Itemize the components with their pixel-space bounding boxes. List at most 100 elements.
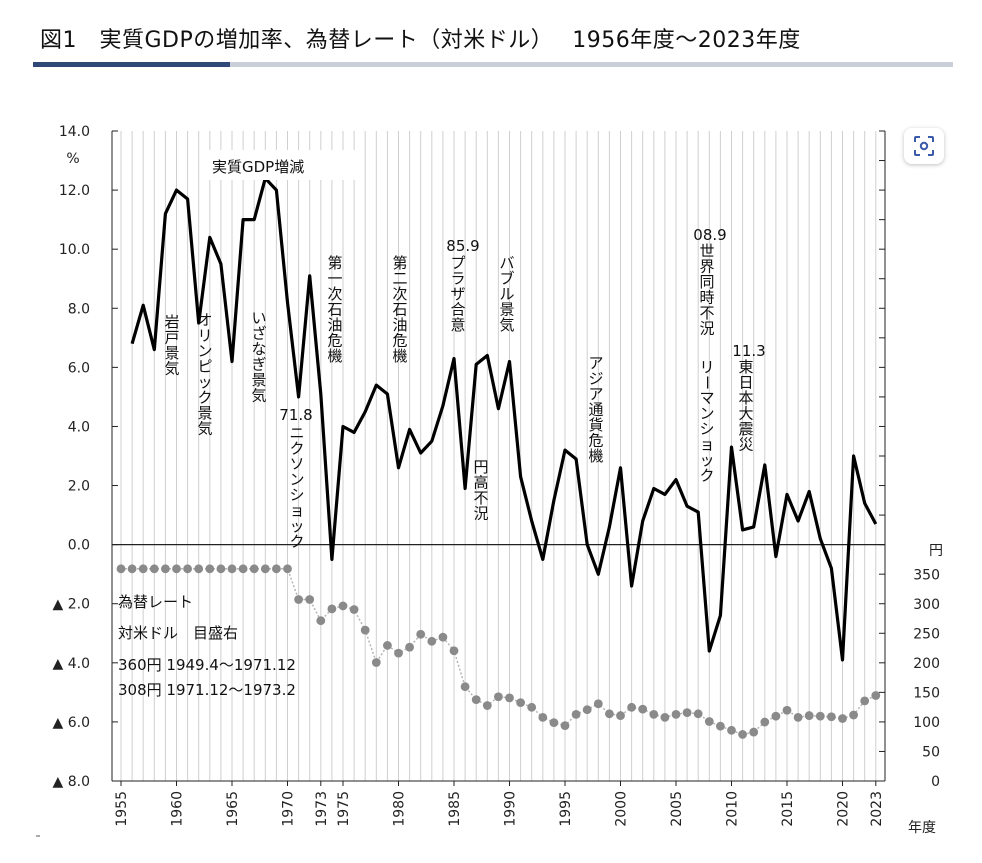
annotation-quake-date: 11.3 [732,342,765,360]
right-tick-label: 250 [913,627,940,643]
exchange-rate-308-note: 308円 1971.12～1973.2 [118,681,296,699]
exchange-rate-point [338,601,348,611]
page-title: 図1 実質GDPの増加率、為替レート（対米ドル） 1956年度～2023年度 [40,28,801,53]
x-tick-label: 2005 [669,791,685,827]
left-tick-label: 10.0 [59,242,90,258]
annotation-char: 東 [738,358,753,376]
exchange-rate-point [360,625,370,635]
annotation-char: 界 [699,258,714,276]
exchange-rate-point [693,709,703,719]
exchange-rate-point [760,717,770,727]
annotation-char: 石 [327,301,342,319]
annotation-char: ル [499,285,514,303]
annotation-char: 危 [327,332,342,350]
exchange-rate-point [860,696,870,706]
exchange-rate-point [538,712,548,722]
annotation-char: 本 [738,389,753,407]
left-tick-label: 0.0 [68,538,90,554]
annotation-char: 気 [251,387,266,405]
exchange-rate-label: 為替レート [118,593,193,611]
annotation-char: 況 [473,505,488,523]
annotation-char: 日 [738,374,753,392]
annotation-char: 不 [473,489,488,507]
left-tick-label: ▲ 8.0 [53,774,90,790]
annotation-char: 危 [588,432,603,450]
exchange-rate-point [327,604,337,614]
exchange-rate-point [127,564,137,574]
annotation-char: 災 [738,436,753,454]
right-tick-label: 200 [913,656,940,672]
annotation-char: ク [699,467,714,485]
exchange-rate-point [216,564,226,574]
annotation-plaza-date: 85.9 [446,237,479,255]
exchange-rate-point [416,629,426,639]
exchange-rate-point [849,710,858,720]
x-tick-label: 1965 [225,791,241,827]
exchange-rate-point [260,564,270,574]
exchange-rate-point [516,698,525,708]
exchange-rate-point [471,695,481,705]
x-tick-label: 1960 [170,791,186,827]
exchange-rate-point [593,699,603,709]
annotation-nixon-date: 71.8 [279,406,312,424]
annotation-char: ク [197,389,212,407]
annotation-char: 石 [392,301,407,319]
annotation-char: ニ [289,424,304,442]
exchange-rate-point [549,718,559,728]
annotation-char: 機 [392,347,407,365]
exchange-rate-point [638,704,648,714]
annotation-char: ョ [699,436,714,454]
grid-layer [120,131,877,781]
exchange-rate-point [305,595,315,604]
exchange-rate-point [238,564,248,574]
annotation-char: ジ [588,370,603,388]
exchange-rate-point [172,564,181,574]
annotation-char: 意 [450,316,465,334]
annotation-char: 岩 [164,313,179,331]
annotation-char: 大 [738,405,753,423]
annotation-char: ぎ [251,356,266,374]
annotation-char: 第 [392,254,407,272]
annotation-char: 不 [699,304,714,322]
exchange-rate-point [149,564,159,574]
exchange-rate-point [283,564,292,574]
visual-search-button[interactable] [904,128,944,164]
annotation-char: 景 [164,344,179,362]
exchange-rate-point [427,636,437,646]
exchange-rate-point [205,564,215,574]
annotation-char: 震 [738,420,753,438]
title-rule-light [230,62,953,67]
annotation-lehman-date: 08.9 [693,226,726,244]
annotation-char: 戸 [164,329,179,347]
x-tick-label: 2010 [725,791,741,827]
gdp-growth-line [130,176,878,662]
annotation-char: ッ [197,373,212,391]
exchange-rate-point [560,721,570,730]
exchange-rate-point [482,701,492,710]
exchange-rate-note: 対米ドル 目盛右 [118,624,238,642]
annotation-char: ざ [251,325,266,343]
annotation-char: 円 [473,458,488,476]
annotation-char: ブ [499,270,514,288]
exchange-rate-point [272,564,281,574]
exchange-rate-point [838,714,847,723]
exchange-rate-point [294,595,303,604]
x-tick-label: 1995 [558,791,574,827]
right-tick-label: 50 [922,745,940,761]
annotation-char: 次 [327,285,342,303]
exchange-rate-point [605,709,614,719]
annotation-char: 機 [588,447,603,465]
annotation-char: シ [699,420,714,438]
left-unit-label: % [66,151,79,167]
exchange-rate-360-note: 360円 1949.4～1971.12 [118,656,296,674]
axes-layer: 14.0 12.0 10.0 8.0 6.0 4.0 2.0 0.0 ▲ 2.0 ▲ 4.0 ▲ 6… [36,124,943,837]
annotation-char: ク [289,533,304,551]
annotation-char: オ [197,311,212,329]
